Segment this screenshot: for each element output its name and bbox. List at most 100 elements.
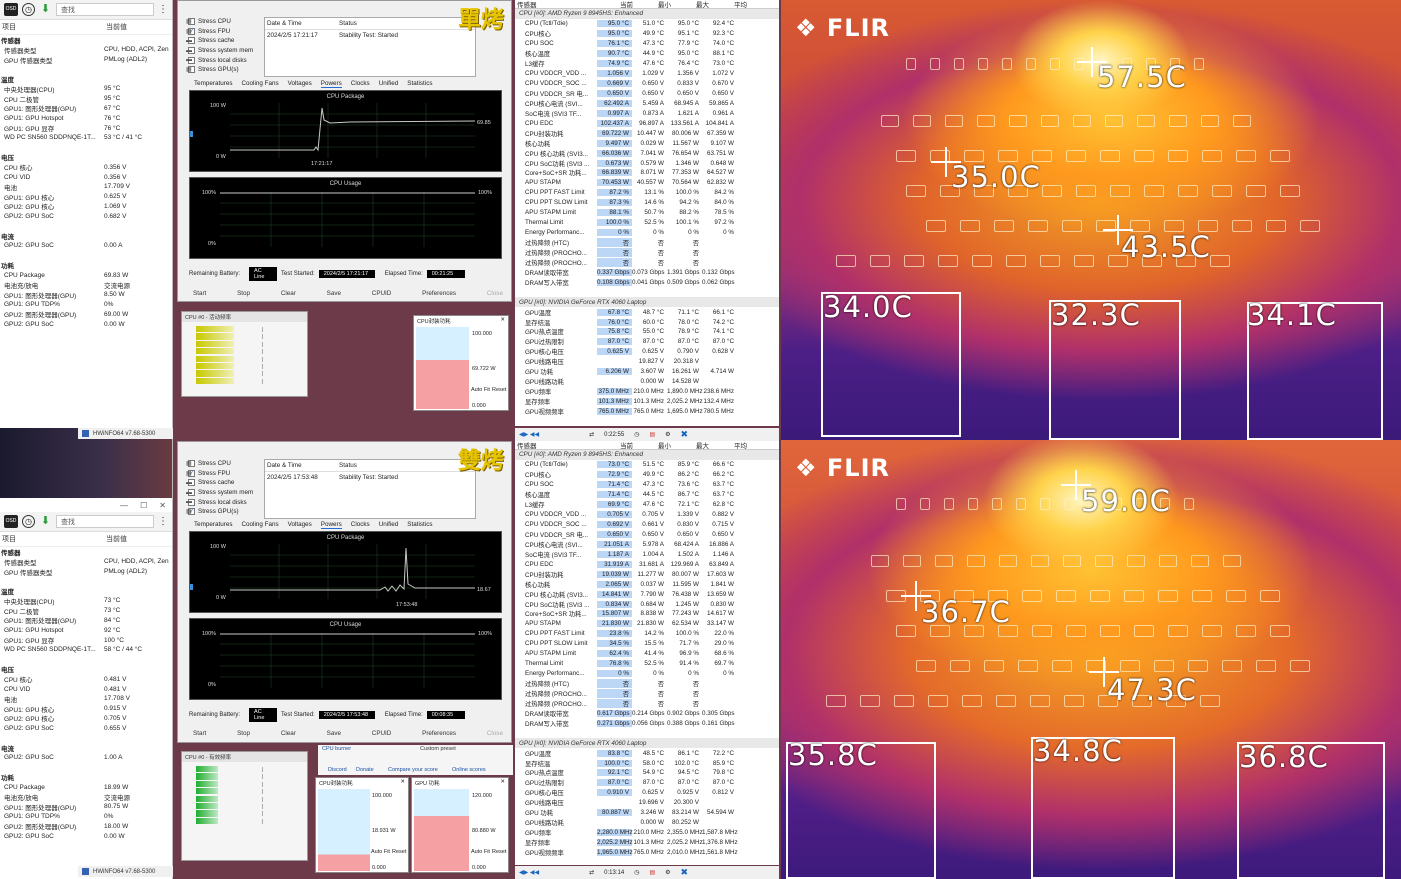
group-header-gpu[interactable]: GPU [#0]: NVIDIA GeForce RTX 4060 Laptop [515,738,779,749]
sensor-row[interactable]: Thermal Limit 100.0 % 52.5 % 100.1 % 97.2 % [515,218,779,228]
sensor-row[interactable]: GPU线路功耗 0.000 W 80.252 W [515,818,779,828]
sensor-row[interactable]: GPU 功耗 80.887 W 3.246 W 83.214 W 54.594 W [515,808,779,818]
list-item[interactable]: GPU1: GPU TDP% 0% [0,812,172,822]
nav-arrows-icon[interactable]: ◀▶ ◀◀ [519,432,540,438]
tab-cooling-fans[interactable]: Cooling Fans [241,80,279,87]
list-item[interactable]: GPU2: 图形处理器(GPU) 18.00 W [0,821,172,831]
list-item[interactable]: CPU 核心 0.356 V [0,162,172,172]
discord-link[interactable]: Discord [328,767,347,773]
list-item[interactable]: GPU2: GPU SoC 0.00 W [0,319,172,329]
list-item[interactable]: GPU2: GPU SoC 1.00 A [0,753,172,763]
list-item[interactable]: GPU1: GPU TDP% 0% [0,300,172,310]
stress-checkbox[interactable]: Stress system mem [178,488,263,498]
tab-temperatures[interactable]: Temperatures [194,521,233,528]
sensor-row[interactable]: CPU 核心功耗 (SVI3... 14.841 W 7.790 W 76.438 W… [515,589,779,599]
list-item[interactable]: GPU2: GPU 核心 0.705 V [0,714,172,723]
sensor-row[interactable]: CPU EDC 102.437 A 96.897 A 133.561 A 104.841… [515,118,779,128]
more-icon[interactable]: ⋮ [158,4,168,15]
checkbox-box[interactable] [188,37,195,45]
sensor-row[interactable]: 核心功耗 9.497 W 0.029 W 11.567 W 9.107 W [515,138,779,148]
download-icon[interactable]: ⬇ [40,3,51,15]
sensor-row[interactable]: GPU温度 83.8 °C 48.5 °C 86.1 °C 72.2 °C [515,748,779,758]
report-icon[interactable]: ▤ [649,432,656,438]
sensor-row[interactable]: CPU SoC功耗 (SVI3 ... 0.834 W 0.684 W 1.245 W… [515,599,779,609]
more-icon[interactable]: ⋮ [158,516,168,527]
sensor-row[interactable]: CPU SOC 71.4 °C 47.3 °C 73.6 °C 63.7 °C [515,480,779,490]
list-item[interactable] [0,143,172,153]
sensor-row[interactable]: CPU核心 95.0 °C 49.9 °C 95.1 °C 92.3 °C [515,29,779,39]
list-item[interactable]: WD PC SN560 SDDPNQE-1T... 58 °C / 44 °C [0,645,172,655]
list-item[interactable]: GPU1: GPU Hotspot 92 °C [0,625,172,635]
checkbox-box[interactable] [188,489,195,497]
list-item[interactable]: CPU Package 18.99 W [0,782,172,792]
tab-temperatures[interactable]: Temperatures [194,80,233,87]
sensor-row[interactable]: GPU热点温度 92.1 °C 54.9 °C 94.5 °C 79.8 °C [515,768,779,778]
checkbox-box[interactable]: ✓ [188,508,195,516]
list-item[interactable]: 中央处理器(CPU) 73 °C [0,596,172,605]
list-item[interactable]: CPU 二极管 73 °C [0,606,172,615]
tab-statistics[interactable]: Statistics [407,521,433,528]
group-header[interactable]: 温度 [0,74,172,84]
sensor-row[interactable]: GPU过热限制 87.0 °C 87.0 °C 87.0 °C 87.0 °C [515,337,779,347]
auto-fit-button[interactable]: Auto Fit [371,849,390,855]
sensor-row[interactable]: Energy Performanc... 0 % 0 % 0 % 0 % [515,228,779,238]
sensor-row[interactable]: GPU线路功耗 0.000 W 14.528 W [515,377,779,387]
reset-button[interactable]: Reset [492,849,507,855]
checkbox-box[interactable]: ✓ [188,27,195,35]
cpu-burner-link[interactable]: CPU burner [322,746,352,752]
stop-button[interactable]: Stop [237,730,251,737]
tab-voltages[interactable]: Voltages [287,521,312,528]
group-header[interactable]: 功耗 [0,772,172,782]
list-item[interactable]: 中央处理器(CPU) 95 °C [0,84,172,93]
list-item[interactable] [0,64,172,74]
osd-icon[interactable]: OSD [4,515,18,528]
online-scores-link[interactable]: Online scores [452,767,486,773]
close-icon[interactable]: ✕ [500,317,505,323]
stress-checkbox[interactable]: Stress CPU [178,459,263,469]
list-item[interactable]: 电池 17.709 V [0,182,172,191]
sensor-row[interactable]: CPU VDDCR_SR 电... 0.650 V 0.650 V 0.650 V 0.… [515,530,779,540]
download-icon[interactable]: ⬇ [40,515,51,527]
sensor-row[interactable]: GPU频率 375.0 MHz 210.0 MHz 1,890.0 MHz 238.6 … [515,387,779,397]
sensor-row[interactable]: DRAM读取带宽 0.617 Gbps 0.214 Gbps 0.902 Gbps 0.… [515,708,779,718]
list-item[interactable]: GPU1: GPU 核心 0.625 V [0,192,172,201]
sensor-row[interactable]: CPU 核心功耗 (SVI3... 66.036 W 7.041 W 76.654 W… [515,148,779,158]
list-item[interactable]: GPU1: GPU Hotspot 76 °C [0,113,172,123]
sensor-row[interactable]: APU STAPM 70.453 W 40.557 W 70.564 W 62.832 … [515,178,779,188]
list-item[interactable]: 传感器类型 CPU, HDD, ACPI, Zen [0,45,172,54]
clock-icon[interactable]: ◷ [22,515,35,528]
sensor-row[interactable]: SoC电流 (SVI3 TF... 0.997 A 0.873 A 1.621 A 0.… [515,108,779,118]
sensor-row[interactable]: GPU频率 2,280.0 MHz 210.0 MHz 2,355.0 MHz 1,58… [515,828,779,838]
sensor-row[interactable]: CPU封装功耗 69.722 W 10.447 W 80.006 W 67.359 W [515,128,779,138]
sensor-row[interactable]: GPU核心电压 0.910 V 0.625 V 0.925 V 0.812 V [515,788,779,798]
search-input[interactable]: 查找 [56,515,154,528]
maximize-icon[interactable]: ☐ [140,500,148,510]
list-item[interactable]: GPU2: GPU SoC 0.00 A [0,241,172,251]
group-header[interactable]: 电流 [0,231,172,241]
list-item[interactable]: GPU1: GPU 显存 100 °C [0,635,172,645]
tab-powers[interactable]: Powers [320,80,342,88]
sensor-row[interactable]: CPU (Tctl/Tdie) 73.0 °C 51.5 °C 85.9 °C 66.6… [515,460,779,470]
checkbox-box[interactable] [188,460,195,468]
clock-icon[interactable]: ◷ [634,870,640,876]
group-header[interactable]: 功耗 [0,260,172,270]
sensor-row[interactable]: 过热降频 (PROCHO... 否 否 否 [515,688,779,699]
list-item[interactable]: GPU1: GPU 核心 0.915 V [0,704,172,713]
checkbox-box[interactable] [188,47,195,55]
sensor-row[interactable]: CPU PPT FAST Limit 23.8 % 14.2 % 100.0 % 22.… [515,629,779,639]
sensor-row[interactable]: GPU视频频率 765.0 MHz 765.0 MHz 1,695.0 MHz 780.… [515,407,779,417]
stress-checkbox[interactable]: Stress local disks [178,497,263,507]
taskbar-item[interactable]: HWiNFO64 v7.68-5300 [78,866,173,877]
sensor-row[interactable]: L3缓存 74.9 °C 47.6 °C 76.4 °C 73.0 °C [515,59,779,69]
sensor-row[interactable]: CPU PPT SLOW Limit 87.3 % 14.6 % 94.2 % 84.0… [515,198,779,208]
tab-statistics[interactable]: Statistics [407,80,433,87]
list-item[interactable]: 电池充/放电 交流电源 [0,792,172,802]
sensor-row[interactable]: GPU视频频率 1,965.0 MHz 765.0 MHz 2,010.0 MHz 1,… [515,848,779,858]
list-item[interactable]: WD PC SN560 SDDPNQE-1T... 53 °C / 41 °C [0,133,172,143]
checkbox-box[interactable] [188,56,195,64]
group-header[interactable]: 传感器 [0,547,172,557]
close-icon[interactable]: ✖ [680,867,689,877]
clear-button[interactable]: Clear [280,290,296,297]
sensor-row[interactable]: 过热降频 (PROCHO... 否 否 否 [515,257,779,267]
stress-checkbox[interactable]: Stress cache [178,478,263,488]
